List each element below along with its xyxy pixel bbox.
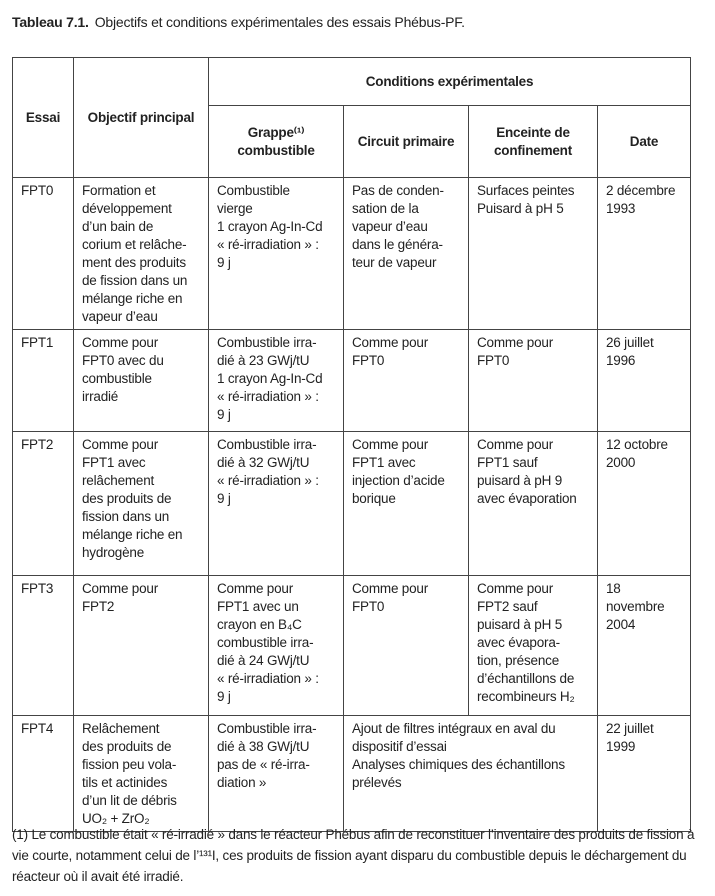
- cell-circuit: Comme pour FPT1 avec injection d’acide b…: [343, 431, 469, 576]
- cell-objectif: Comme pour FPT1 avec relâchement des pro…: [73, 431, 209, 576]
- cell-objectif: Comme pour FPT2: [73, 575, 209, 716]
- cell-circuit: Comme pour FPT0: [343, 329, 469, 432]
- table-row: FPT0 Formation et développement d’un bai…: [12, 177, 692, 330]
- experiments-table: Essai Objectif principal Conditions expé…: [12, 57, 692, 832]
- cell-essai: FPT3: [12, 575, 74, 716]
- header-date: Date: [596, 105, 692, 178]
- cell-date: 26 juillet 1996: [596, 329, 692, 432]
- cell-grappe: Combustible vierge 1 crayon Ag-In-Cd « r…: [208, 177, 344, 330]
- cell-circuit: Pas de conden- sation de la vapeur d’eau…: [343, 177, 469, 330]
- header-essai: Essai: [12, 57, 74, 178]
- cell-date: 18 novembre 2004: [596, 575, 692, 716]
- table-caption: Tableau 7.1. Objectifs et conditions expé…: [12, 14, 465, 30]
- cell-grappe: Combustible irra- dié à 38 GWj/tU pas de…: [208, 715, 344, 832]
- header-grappe: Grappe⁽¹⁾ combustible: [208, 105, 344, 178]
- cell-grappe: Comme pour FPT1 avec un crayon en B₄C co…: [208, 575, 344, 716]
- cell-circuit: Comme pour FPT0: [343, 575, 469, 716]
- table-row: FPT2 Comme pour FPT1 avec relâchement de…: [12, 431, 692, 576]
- cell-enceinte: Comme pour FPT2 sauf puisard à pH 5 avec…: [468, 575, 598, 716]
- header-circuit: Circuit primaire: [343, 105, 469, 178]
- cell-objectif: Comme pour FPT0 avec du combustible irra…: [73, 329, 209, 432]
- table-row: FPT1 Comme pour FPT0 avec du combustible…: [12, 329, 692, 432]
- cell-essai: FPT1: [12, 329, 74, 432]
- cell-essai: FPT4: [12, 715, 74, 832]
- cell-objectif: Formation et développement d’un bain de …: [73, 177, 209, 330]
- header-conditions: Conditions expérimentales: [207, 57, 692, 106]
- table-row: FPT3 Comme pour FPT2 Comme pour FPT1 ave…: [12, 575, 692, 716]
- cell-enceinte: Comme pour FPT1 sauf puisard à pH 9 avec…: [468, 431, 598, 576]
- cell-grappe: Combustible irra- dié à 23 GWj/tU 1 cray…: [208, 329, 344, 432]
- cell-date: 2 décembre 1993: [596, 177, 692, 330]
- cell-date: 12 octobre 2000: [596, 431, 692, 576]
- cell-circuit-enceinte: Ajout de filtres intégraux en aval du di…: [343, 715, 598, 832]
- cell-date: 22 juillet 1999: [596, 715, 692, 832]
- footnote: (1) Le combustible était « ré-irradié » …: [12, 827, 695, 884]
- cell-enceinte: Comme pour FPT0: [468, 329, 598, 432]
- table-row: FPT4 Relâchement des produits de fission…: [12, 715, 692, 832]
- cell-objectif: Relâchement des produits de fission peu …: [73, 715, 209, 832]
- header-objectif: Objectif principal: [73, 57, 209, 178]
- cell-essai: FPT2: [12, 431, 74, 576]
- cell-grappe: Combustible irra- dié à 32 GWj/tU « ré-i…: [208, 431, 344, 576]
- caption-label: Tableau 7.1.: [12, 14, 89, 30]
- caption-text: Objectifs et conditions expérimentales d…: [94, 14, 465, 30]
- cell-essai: FPT0: [12, 177, 74, 330]
- header-enceinte: Enceinte de confinement: [468, 105, 598, 178]
- cell-enceinte: Surfaces peintes Puisard à pH 5: [468, 177, 598, 330]
